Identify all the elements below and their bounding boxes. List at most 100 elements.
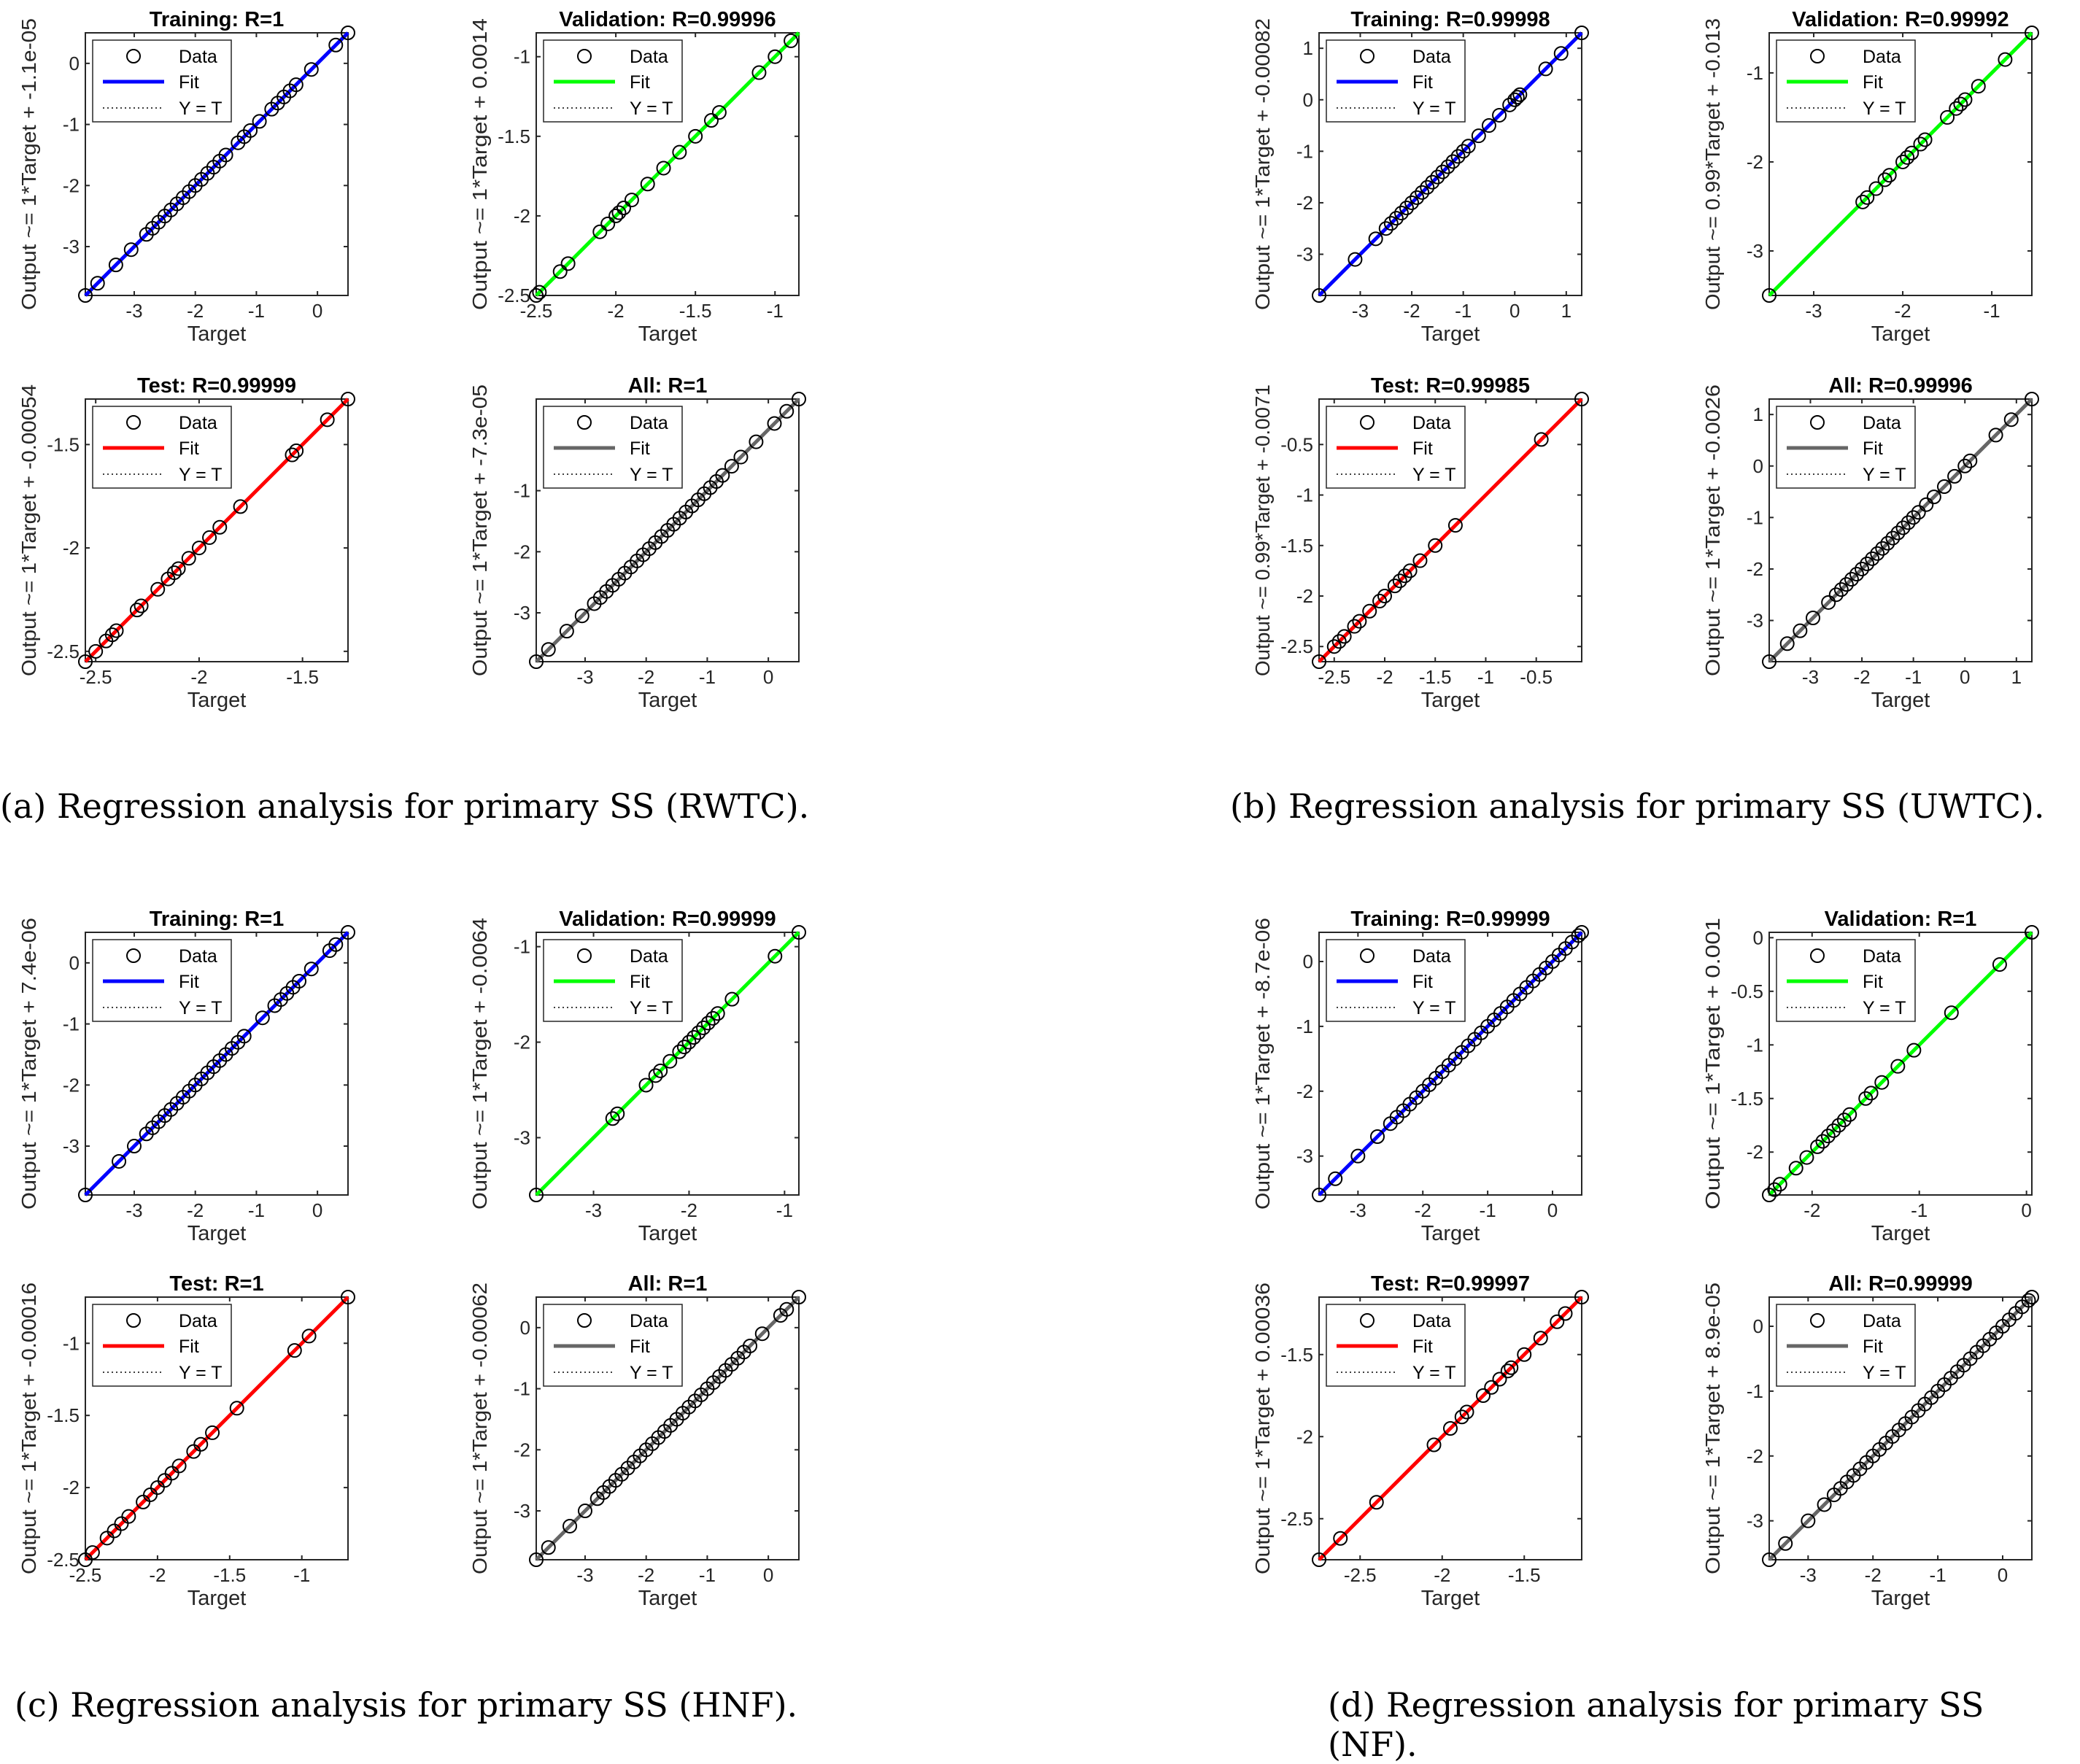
data-point — [328, 937, 344, 952]
data-point — [1435, 164, 1450, 179]
y-tick-label: -2 — [63, 1074, 80, 1096]
data-point — [292, 973, 307, 989]
data-point — [1815, 1134, 1830, 1149]
data-point — [724, 991, 740, 1007]
x-tick-label: -1 — [1984, 300, 2000, 322]
data-point — [205, 1425, 220, 1440]
data-point — [676, 1040, 692, 1055]
x-tick-label: 0 — [2021, 1199, 2031, 1221]
x-tick-label: -2 — [187, 1199, 204, 1221]
legend-data-marker — [1810, 49, 1825, 63]
plot-validation: -3 -2 -1 -3 -2 -1 Data Fit Y = T Validation: R=0.… — [1701, 8, 2039, 346]
legend-yt-label: Y = T — [1412, 998, 1456, 1018]
plot-validation: -3 -2 -1 -3 -2 -1 Data Fit Y = T Validation: R=0.… — [468, 908, 806, 1245]
plot-training: -3 -2 -1 0 -3 -2 -1 0 Data Fit Y = T Training: R=1 T… — [18, 8, 355, 346]
data-point — [1461, 139, 1476, 154]
data-point — [552, 264, 568, 279]
x-tick-label: -2 — [1853, 666, 1870, 688]
data-point — [1370, 1129, 1385, 1144]
caption-d: (d) Regression analysis for primary SS (… — [1328, 1685, 1984, 1764]
x-tick-label: -2 — [638, 666, 654, 688]
data-point — [648, 1068, 663, 1083]
legend-data-marker — [1360, 948, 1375, 963]
data-point — [529, 1552, 544, 1567]
data-point — [560, 256, 576, 271]
data-point — [1372, 593, 1388, 608]
data-point — [1895, 154, 1911, 169]
x-tick-label: -1 — [776, 1199, 793, 1221]
data-point — [1430, 169, 1445, 185]
legend-yt-label: Y = T — [1412, 465, 1456, 485]
x-tick-label: -2 — [1415, 1199, 1431, 1221]
y-axis-label: Output ~= 1*Target + -0.00062 — [468, 1283, 491, 1574]
y-tick-label: -2 — [514, 1439, 530, 1461]
data-point — [1350, 1148, 1366, 1164]
y-tick-label: -2 — [514, 541, 530, 562]
x-tick-label: -3 — [1802, 666, 1819, 688]
x-tick-label: -2.5 — [1344, 1564, 1377, 1586]
data-point — [688, 128, 703, 144]
data-point — [2025, 392, 2039, 406]
plot-title: Validation: R=0.99996 — [559, 8, 776, 31]
data-point — [532, 285, 547, 300]
legend-data-label: Data — [1863, 413, 1901, 433]
data-point — [320, 412, 335, 428]
y-tick-label: -1.5 — [47, 433, 80, 455]
x-tick-label: -3 — [125, 1199, 142, 1221]
legend-data-label: Data — [179, 1311, 217, 1331]
y-tick-label: -2 — [514, 1032, 530, 1053]
x-tick-label: -2 — [608, 300, 625, 322]
data-point — [711, 105, 727, 120]
data-point — [1333, 1531, 1348, 1546]
y-tick-label: -2 — [1747, 558, 1763, 580]
x-axis-label: Target — [187, 1222, 247, 1245]
legend: Data Fit Y = T — [1326, 1304, 1466, 1387]
data-point — [1571, 928, 1586, 943]
data-point — [1534, 432, 1549, 447]
data-point — [1820, 1129, 1836, 1144]
x-tick-label: -1 — [248, 300, 265, 322]
x-tick-label: -1 — [699, 1564, 716, 1586]
x-tick-label: -2 — [1894, 300, 1911, 322]
plot-test: -2.5 -2 -1.5 -1 -0.5 -2.5 -2 -1.5 -1 -0.5 Data Fit Y… — [1251, 374, 1589, 712]
data-point — [1895, 520, 1911, 535]
data-point — [1426, 1437, 1442, 1452]
data-point — [1940, 109, 1955, 125]
legend-yt-label: Y = T — [179, 98, 223, 119]
data-point — [129, 603, 144, 618]
legend-fit-label: Fit — [630, 72, 650, 93]
data-point — [1558, 1306, 1573, 1321]
data-point — [2025, 925, 2039, 940]
data-point — [1428, 538, 1443, 553]
data-point — [1550, 1314, 1565, 1329]
legend-data-label: Data — [1863, 47, 1901, 67]
data-point — [705, 1010, 721, 1026]
y-tick-label: 0 — [1753, 455, 1763, 477]
y-tick-label: -1 — [63, 114, 80, 136]
fit-line — [84, 31, 349, 297]
y-axis-label: Output ~= 1*Target + 7.4e-06 — [18, 918, 40, 1210]
legend: Data Fit Y = T — [1326, 39, 1466, 123]
y-tick-label: 1 — [1753, 403, 1763, 425]
legend-fit-label: Fit — [179, 72, 199, 93]
x-tick-label: -2.5 — [69, 1564, 102, 1586]
legend-fit-label: Fit — [630, 1336, 650, 1357]
y-tick-label: 0 — [1303, 951, 1313, 972]
data-point — [792, 925, 806, 940]
y-tick-label: -2 — [63, 537, 80, 559]
plot-title: Validation: R=0.99999 — [559, 908, 776, 931]
x-tick-label: -1 — [699, 666, 716, 688]
y-tick-label: -2 — [514, 205, 530, 227]
data-point — [341, 392, 355, 406]
y-tick-label: -3 — [1747, 610, 1763, 632]
y-tick-label: -1 — [514, 936, 530, 958]
legend-fit-label: Fit — [1412, 1336, 1433, 1357]
legend-data-label: Data — [1863, 946, 1901, 967]
x-tick-label: 0 — [312, 1199, 322, 1221]
data-point — [1885, 530, 1901, 546]
legend-yt-label: Y = T — [1412, 98, 1456, 119]
data-point — [1855, 561, 1870, 576]
data-point — [1890, 525, 1906, 541]
y-tick-label: -2.5 — [1280, 1508, 1313, 1530]
legend: Data Fit Y = T — [1326, 406, 1466, 489]
